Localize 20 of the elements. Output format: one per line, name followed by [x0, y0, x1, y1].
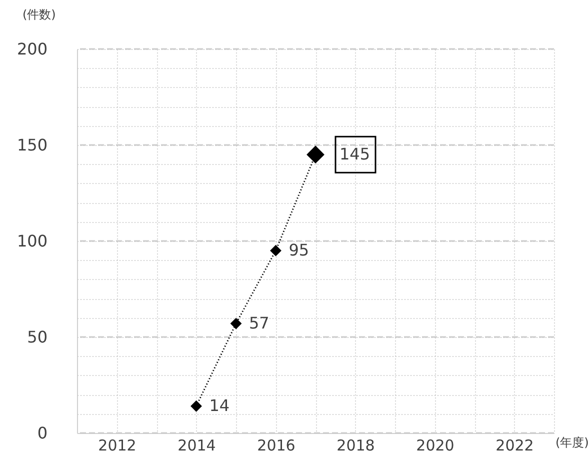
y-tick-label: 50	[27, 328, 48, 346]
data-label: 57	[249, 314, 270, 333]
y-tick-label: 100	[16, 232, 48, 250]
x-tick-label: 2022	[496, 436, 534, 454]
y-tick-label: 0	[37, 424, 48, 442]
data-label: 14	[209, 396, 230, 416]
y-tick-label: 200	[16, 40, 48, 58]
point	[230, 318, 242, 330]
point	[190, 400, 202, 412]
x-tick-label: 2020	[416, 436, 454, 454]
x-axis-title: (年度)	[556, 436, 588, 450]
data-label: 95	[288, 240, 310, 260]
data-label: 145	[340, 144, 370, 164]
x-tick-label: 2012	[98, 436, 136, 454]
x-tick-label: 2018	[336, 436, 375, 454]
y-tick-label: 150	[16, 136, 48, 154]
x-tick-label: 2014	[178, 436, 216, 454]
point	[270, 244, 282, 256]
y-axis-title: (件数)	[22, 8, 56, 22]
x-tick-label: 2016	[257, 436, 296, 454]
